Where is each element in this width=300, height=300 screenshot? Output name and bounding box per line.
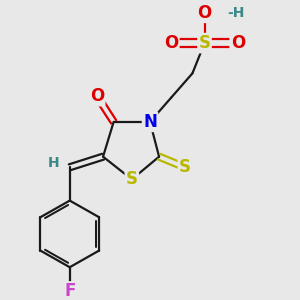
Text: O: O [197,4,212,22]
Text: S: S [199,34,211,52]
Text: N: N [143,113,157,131]
Text: O: O [164,34,178,52]
Text: H: H [47,156,59,170]
Text: S: S [179,158,191,176]
Text: S: S [126,170,138,188]
Text: O: O [231,34,245,52]
Text: O: O [90,87,104,105]
Text: -H: -H [227,6,244,20]
Text: F: F [64,282,75,300]
